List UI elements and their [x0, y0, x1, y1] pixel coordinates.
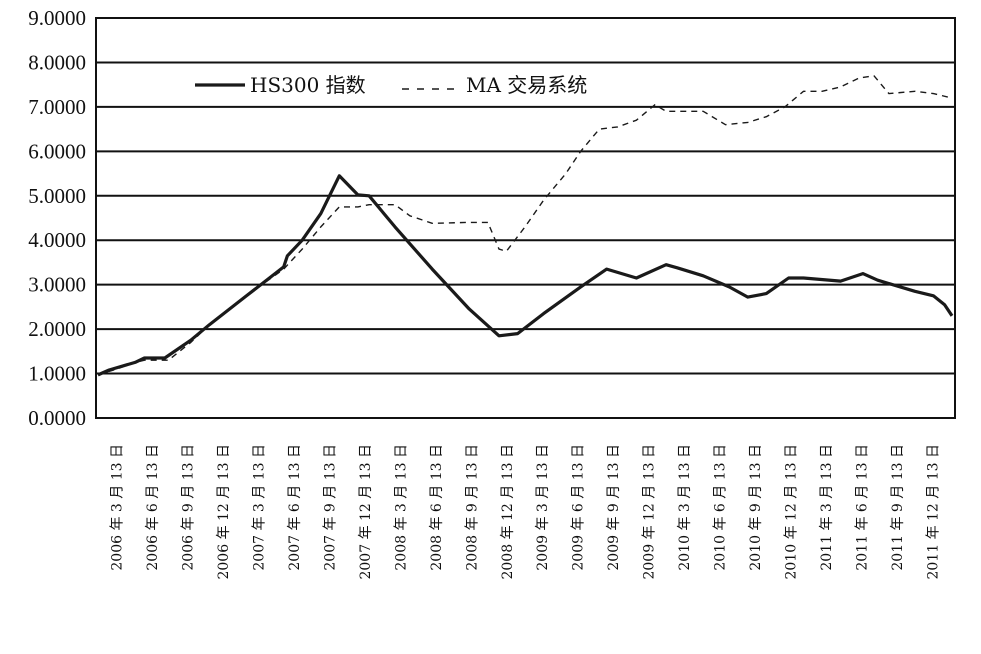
x-axis-ticks: 2006 年 3 月 13 日 2006 年 6 月 13 日 2006 年 9 月… [110, 444, 942, 580]
x-tick-label: 2007 年 9 月 13 日 [322, 444, 338, 571]
gridlines [96, 61, 955, 375]
y-tick-label: 4.0000 [28, 228, 86, 252]
y-tick-label: 9.0000 [28, 6, 86, 30]
x-tick-label: 2011 年 6 月 13 日 [854, 444, 870, 571]
x-tick-label: 2011 年 9 月 13 日 [890, 444, 906, 571]
y-tick-label: 2.0000 [28, 317, 86, 341]
x-tick-label: 2009 年 3 月 13 日 [535, 444, 551, 571]
x-tick-label: 2011 年 12 月 13 日 [925, 444, 941, 580]
x-tick-label: 2011 年 3 月 13 日 [819, 444, 835, 571]
x-tick-label: 2010 年 9 月 13 日 [748, 444, 764, 571]
x-tick-label: 2010 年 6 月 13 日 [713, 444, 729, 571]
y-tick-label: 3.0000 [28, 273, 86, 297]
y-axis-ticks: 0.0000 1.0000 2.0000 3.0000 4.0000 5.0000 6.00… [28, 6, 86, 430]
y-tick-label: 6.0000 [28, 139, 86, 163]
x-tick-label: 2008 年 3 月 13 日 [393, 444, 409, 571]
plot-frame [95, 17, 956, 419]
y-tick-label: 7.0000 [28, 95, 86, 119]
x-tick-label: 2007 年 6 月 13 日 [287, 444, 303, 571]
x-tick-label: 2008 年 12 月 13 日 [500, 444, 516, 580]
y-tick-label: 0.0000 [28, 406, 86, 430]
x-tick-label: 2007 年 12 月 13 日 [358, 444, 374, 580]
legend-label-ma: MA 交易系统 [466, 73, 587, 97]
x-tick-label: 2009 年 6 月 13 日 [571, 444, 587, 571]
series-line-ma [97, 75, 953, 376]
x-tick-label: 2006 年 3 月 13 日 [110, 444, 126, 571]
x-tick-label: 2007 年 3 月 13 日 [252, 444, 268, 571]
x-tick-label: 2006 年 12 月 13 日 [216, 444, 232, 580]
x-tick-label: 2010 年 3 月 13 日 [677, 444, 693, 571]
series-line-hs300 [97, 174, 954, 377]
legend: HS300 指数 MA 交易系统 [195, 73, 587, 97]
x-tick-label: 2010 年 12 月 13 日 [783, 444, 799, 580]
y-tick-label: 5.0000 [28, 184, 86, 208]
y-tick-label: 1.0000 [28, 362, 86, 386]
legend-label-hs300: HS300 指数 [250, 73, 366, 97]
x-tick-label: 2009 年 12 月 13 日 [642, 444, 658, 580]
x-tick-label: 2006 年 9 月 13 日 [181, 444, 197, 571]
x-tick-label: 2008 年 9 月 13 日 [464, 444, 480, 571]
x-tick-label: 2006 年 6 月 13 日 [145, 444, 161, 571]
y-tick-label: 8.0000 [28, 50, 86, 74]
x-tick-label: 2008 年 6 月 13 日 [429, 444, 445, 571]
series-lines [97, 75, 954, 377]
x-tick-label: 2009 年 9 月 13 日 [606, 444, 622, 571]
